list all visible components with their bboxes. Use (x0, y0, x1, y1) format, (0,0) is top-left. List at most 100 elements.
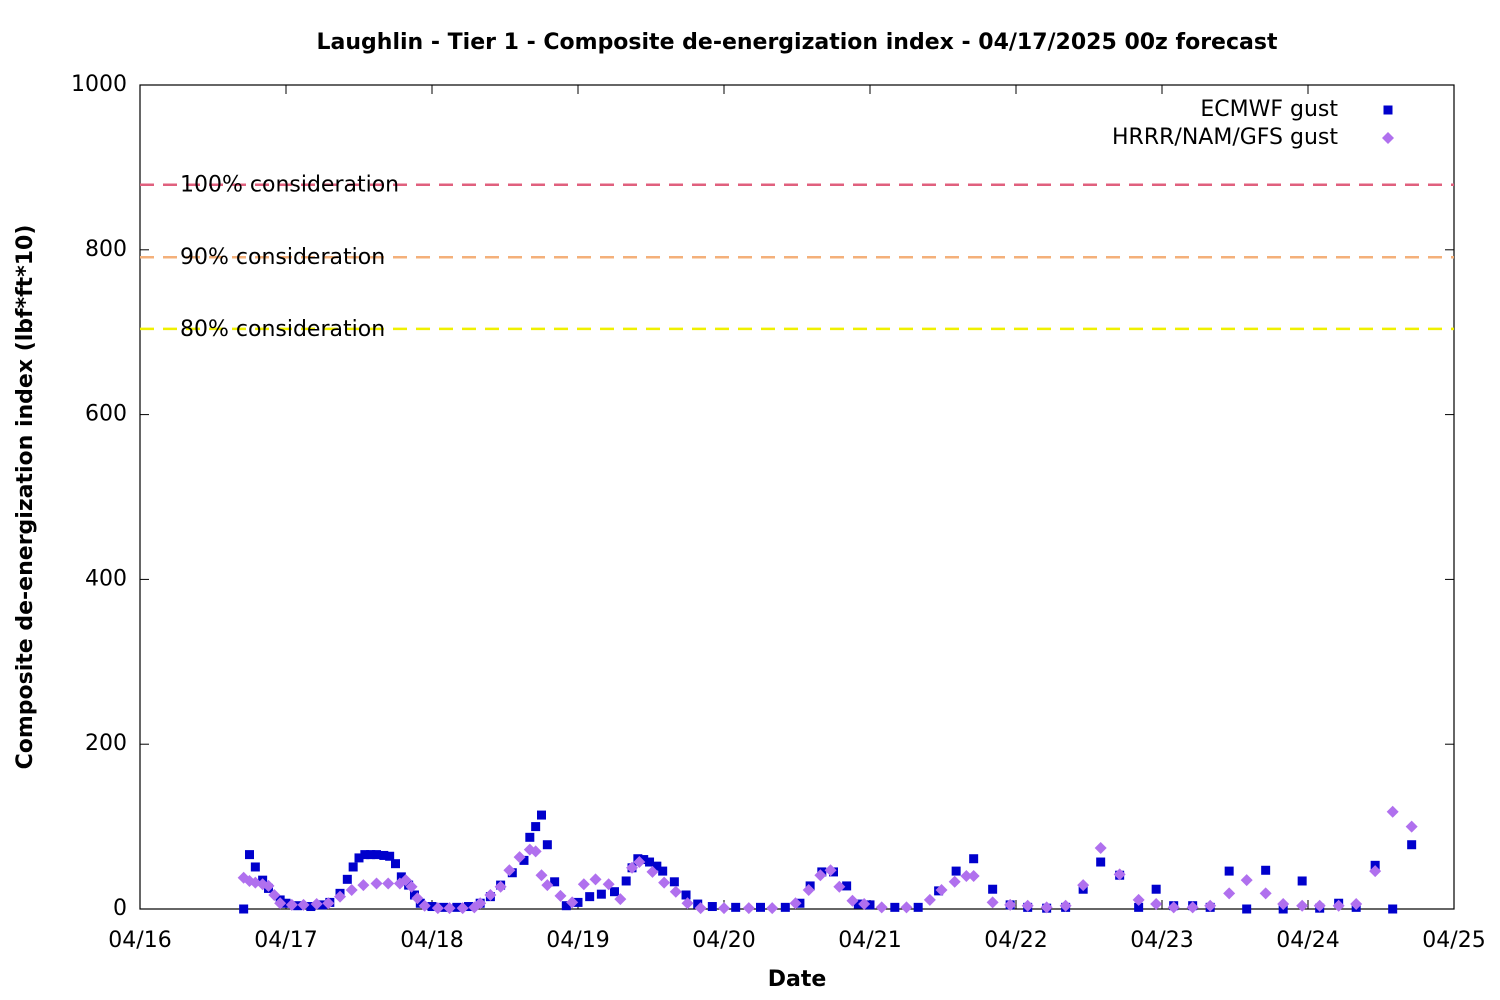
data-point (669, 885, 682, 898)
data-point (474, 897, 487, 910)
data-point (681, 890, 691, 900)
data-point (986, 896, 999, 909)
data-point (385, 851, 395, 861)
data-point (537, 810, 546, 820)
data-point (1313, 899, 1326, 912)
x-tick-label: 04/19 (546, 928, 609, 953)
data-point (1369, 865, 1382, 878)
data-point (262, 879, 275, 892)
data-point (1150, 898, 1163, 911)
data-point (694, 902, 707, 915)
data-point (865, 900, 875, 910)
data-point (693, 899, 703, 909)
data-point (318, 900, 327, 910)
data-point (1094, 842, 1107, 855)
data-point (658, 876, 671, 889)
plot-frame (139, 84, 1455, 910)
x-tick-label: 04/17 (254, 928, 317, 953)
y-tick-label: 0 (113, 896, 127, 921)
data-point (1059, 899, 1072, 912)
data-point (345, 884, 358, 897)
data-point (626, 861, 639, 874)
data-point (439, 902, 449, 912)
data-point (285, 898, 298, 911)
data-point (456, 902, 469, 915)
data-point (464, 902, 473, 912)
data-point (707, 902, 717, 912)
legend-marker (1383, 105, 1393, 115)
data-point (742, 902, 755, 915)
data-point (542, 840, 552, 850)
data-point (1223, 887, 1236, 900)
data-point (354, 853, 364, 863)
data-point (391, 859, 400, 869)
data-point (577, 878, 590, 891)
data-point (418, 899, 431, 912)
y-tick-label: 600 (85, 402, 127, 427)
data-point (366, 850, 376, 860)
data-point (396, 872, 406, 882)
data-point (357, 879, 370, 892)
data-point (452, 902, 462, 912)
data-point (589, 873, 602, 886)
data-point (633, 856, 646, 869)
data-point (306, 902, 316, 912)
data-point (824, 864, 837, 877)
data-point (890, 902, 900, 912)
data-point (780, 902, 790, 912)
x-axis-label: Date (768, 967, 827, 992)
x-tick-label: 04/22 (984, 928, 1047, 953)
data-point (802, 884, 815, 897)
data-point (322, 897, 335, 910)
data-point (718, 902, 730, 915)
data-point (566, 896, 579, 909)
data-point (342, 874, 352, 884)
data-point (913, 902, 923, 912)
data-point (1407, 840, 1417, 850)
data-point (1350, 898, 1363, 911)
data-point (494, 880, 507, 893)
data-point (969, 854, 979, 864)
data-point (842, 881, 852, 891)
y-axis-label: Composite de-energization index (lbf*ft*… (13, 225, 38, 770)
data-point (951, 866, 961, 876)
data-point (274, 897, 287, 910)
data-point (652, 861, 662, 871)
data-point (1167, 901, 1180, 914)
data-point (268, 888, 281, 901)
data-point (239, 904, 249, 914)
data-point (484, 888, 497, 901)
legend-label: ECMWF gust (1200, 97, 1338, 122)
data-point (519, 855, 529, 865)
legend-marker (1382, 132, 1394, 144)
data-point (561, 901, 571, 911)
data-point (610, 887, 619, 897)
data-point (293, 901, 303, 911)
data-point (1151, 884, 1161, 894)
data-point (948, 875, 961, 888)
legend-label: HRRR/NAM/GFS gust (1112, 125, 1338, 150)
data-point (846, 894, 859, 907)
data-point (1004, 898, 1017, 911)
data-point (1240, 874, 1253, 887)
data-point (645, 857, 655, 867)
reference-label: 80% consideration (180, 317, 385, 342)
data-point (348, 862, 358, 872)
data-point (503, 864, 516, 877)
data-point (1261, 865, 1271, 875)
data-point (531, 822, 541, 832)
data-point (297, 898, 310, 911)
x-tick-label: 04/24 (1276, 928, 1339, 953)
data-point (513, 851, 526, 864)
data-point (541, 879, 554, 892)
data-point (967, 870, 980, 883)
data-point (535, 869, 548, 882)
reference-label: 90% consideration (180, 245, 385, 270)
data-point (614, 893, 627, 906)
x-tick-label: 04/18 (400, 928, 463, 953)
data-point (858, 898, 871, 911)
data-point (1021, 899, 1034, 912)
data-point (1388, 904, 1398, 914)
y-tick-label: 200 (85, 731, 127, 756)
